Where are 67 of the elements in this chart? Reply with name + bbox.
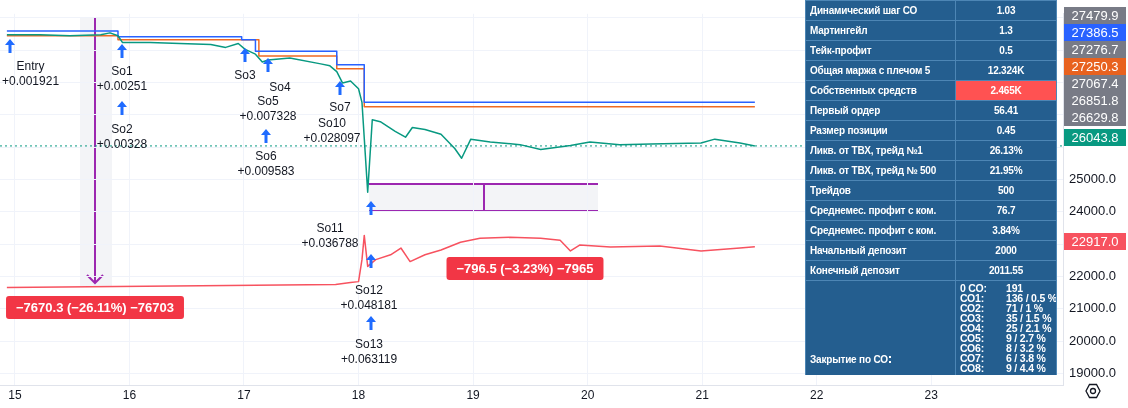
x-tick-label: 20 bbox=[580, 387, 595, 402]
annotation: So4 bbox=[269, 80, 291, 95]
annotation: So7 bbox=[329, 100, 351, 115]
text: 3.84% bbox=[992, 225, 1020, 236]
annotation: So2 +0.00328 bbox=[96, 122, 148, 152]
annotation: So3 bbox=[234, 68, 256, 83]
text: 27276.7 bbox=[1071, 41, 1119, 57]
text: 76.7 bbox=[996, 205, 1016, 216]
category-label: Первый ордер bbox=[805, 100, 956, 121]
y-tick-label: 19000.0 bbox=[1069, 364, 1116, 380]
category-label: Трейдов bbox=[805, 180, 956, 201]
y-tick-label: 20000.0 bbox=[1069, 332, 1116, 348]
category-label: Общая маржа с плечом 5 bbox=[805, 60, 956, 81]
annotation: Entry +0.001921 bbox=[2, 59, 60, 89]
category-label: Среднемес. профит с ком. bbox=[805, 200, 956, 221]
text: 500 bbox=[997, 185, 1015, 196]
text: 2.465K bbox=[990, 85, 1022, 96]
text: 22917.0 bbox=[1071, 233, 1119, 249]
annotation: So10 +0.028097 bbox=[303, 116, 361, 146]
x-tick-label: 18 bbox=[351, 387, 366, 402]
x-tick-label: 16 bbox=[122, 387, 137, 402]
x-tick-label: 15 bbox=[8, 387, 22, 402]
annotation: So6 +0.009583 bbox=[237, 149, 295, 179]
annotation: −796.5 (−3.23%) −7965 bbox=[456, 260, 594, 276]
annotation: −7670.3 (−26.11%) −76703 bbox=[16, 299, 174, 315]
text: 12.324K bbox=[987, 65, 1025, 76]
category-label: Среднемес. профит с ком. bbox=[805, 220, 956, 241]
annotation: So1 +0.00251 bbox=[96, 64, 148, 94]
x-tick-label: 17 bbox=[237, 387, 251, 402]
text: 27386.5 bbox=[1071, 24, 1119, 40]
category-label: Размер позиции bbox=[805, 120, 956, 141]
text: 26.13% bbox=[989, 145, 1023, 156]
text: 26629.8 bbox=[1071, 109, 1119, 125]
text: 0.45 bbox=[996, 125, 1016, 136]
category-label: Закрытие по СО bbox=[805, 280, 956, 376]
category-label: Собственных средств bbox=[805, 80, 956, 101]
y-tick-label: 25000.0 bbox=[1069, 171, 1116, 187]
text: 26043.8 bbox=[1071, 129, 1119, 145]
annotation: So11 +0.036788 bbox=[301, 221, 359, 251]
y-tick-label: 21000.0 bbox=[1069, 300, 1116, 316]
text: 2011.55 bbox=[988, 265, 1024, 276]
text: 27479.9 bbox=[1071, 7, 1119, 23]
x-tick-label: 21 bbox=[695, 387, 710, 402]
category-label: Начальный депозит bbox=[805, 240, 956, 261]
text: 26851.8 bbox=[1071, 92, 1119, 108]
category-label: Динамический шаг СО bbox=[805, 0, 956, 21]
y-tick-label: 22000.0 bbox=[1069, 268, 1116, 284]
text: 1.3 bbox=[999, 25, 1013, 36]
x-tick-label: 19 bbox=[466, 387, 481, 402]
category-label: Ликв. от ТВХ, трейд №1 bbox=[805, 140, 956, 161]
text: 27067.4 bbox=[1071, 75, 1119, 91]
category-label: Ликв. от ТВХ, трейд № 500 bbox=[805, 160, 956, 181]
annotation: So5 +0.007328 bbox=[239, 94, 297, 124]
text: 21.95% bbox=[989, 165, 1023, 176]
annotation: So12 +0.048181 bbox=[340, 283, 398, 313]
text: 1.03 bbox=[996, 5, 1016, 16]
text: 0.5 bbox=[999, 45, 1013, 56]
category-label: Конечный депозит bbox=[805, 260, 956, 281]
text: 56.41 bbox=[993, 105, 1019, 116]
text: 27250.3 bbox=[1071, 58, 1119, 74]
category-label: Тейк-профит bbox=[805, 40, 956, 61]
text: 2000 bbox=[995, 245, 1017, 256]
x-tick-label: 23 bbox=[924, 387, 939, 402]
y-tick-label: 24000.0 bbox=[1069, 203, 1116, 219]
annotation: So13 +0.063119 bbox=[340, 337, 398, 367]
x-tick-label: 22 bbox=[810, 387, 824, 402]
category-label: Мартингейл bbox=[805, 20, 956, 41]
